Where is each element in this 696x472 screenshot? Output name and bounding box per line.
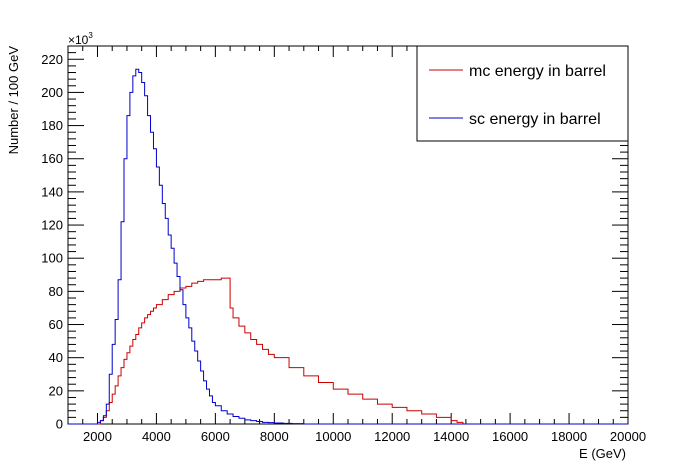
x-tick-label: 8000 [260,429,289,444]
x-tick-label: 14000 [433,429,469,444]
x-axis-ticks: 2000 4000 6000 8000 10000 12000 14000 16000 1800… [67,46,646,444]
y-tick-label: 200 [41,85,63,100]
y-axis-ticks: 0 20 40 60 80 100 120 140 160 180 200 220 [41,45,628,432]
y-tick-label: 140 [41,184,63,199]
series-line-0 [68,277,628,425]
legend-box [416,45,629,142]
x-tick-label: 18000 [551,429,587,444]
legend-label-sc: sc energy in barrel [469,111,601,128]
y-tick-label: 100 [41,251,63,266]
x-axis-label: E (GeV) [579,446,626,461]
x-tick-label: 4000 [142,429,171,444]
x-tick-label: 16000 [492,429,528,444]
x-tick-label: 6000 [201,429,230,444]
y-tick-label: 40 [49,350,63,365]
y-axis-label: Number / 100 GeV [6,46,21,155]
series-layer [68,68,628,425]
x-tick-label: 12000 [374,429,410,444]
series-line-1 [68,68,628,425]
y-tick-label: 120 [41,218,63,233]
y-tick-label: 60 [49,317,63,332]
y-tick-label: 180 [41,118,63,133]
legend: mc energy in barrel sc energy in barrel [416,45,629,142]
y-tick-label: 220 [41,52,63,67]
y-exponent-label: ×103 [68,31,93,47]
y-exponent-power: 3 [88,31,93,40]
x-tick-label: 2000 [83,429,112,444]
y-tick-label: 20 [49,383,63,398]
x-tick-label: 20000 [610,429,646,444]
x-tick-label: 10000 [315,429,351,444]
y-tick-label: 80 [49,284,63,299]
y-tick-label: 160 [41,151,63,166]
y-tick-label: 0 [56,417,63,432]
legend-label-mc: mc energy in barrel [469,63,606,80]
